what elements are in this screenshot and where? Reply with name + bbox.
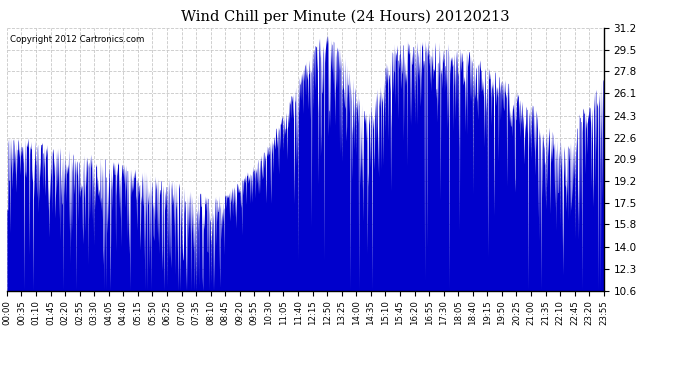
Text: Wind Chill per Minute (24 Hours) 20120213: Wind Chill per Minute (24 Hours) 2012021… bbox=[181, 9, 509, 24]
Text: Copyright 2012 Cartronics.com: Copyright 2012 Cartronics.com bbox=[10, 35, 144, 44]
